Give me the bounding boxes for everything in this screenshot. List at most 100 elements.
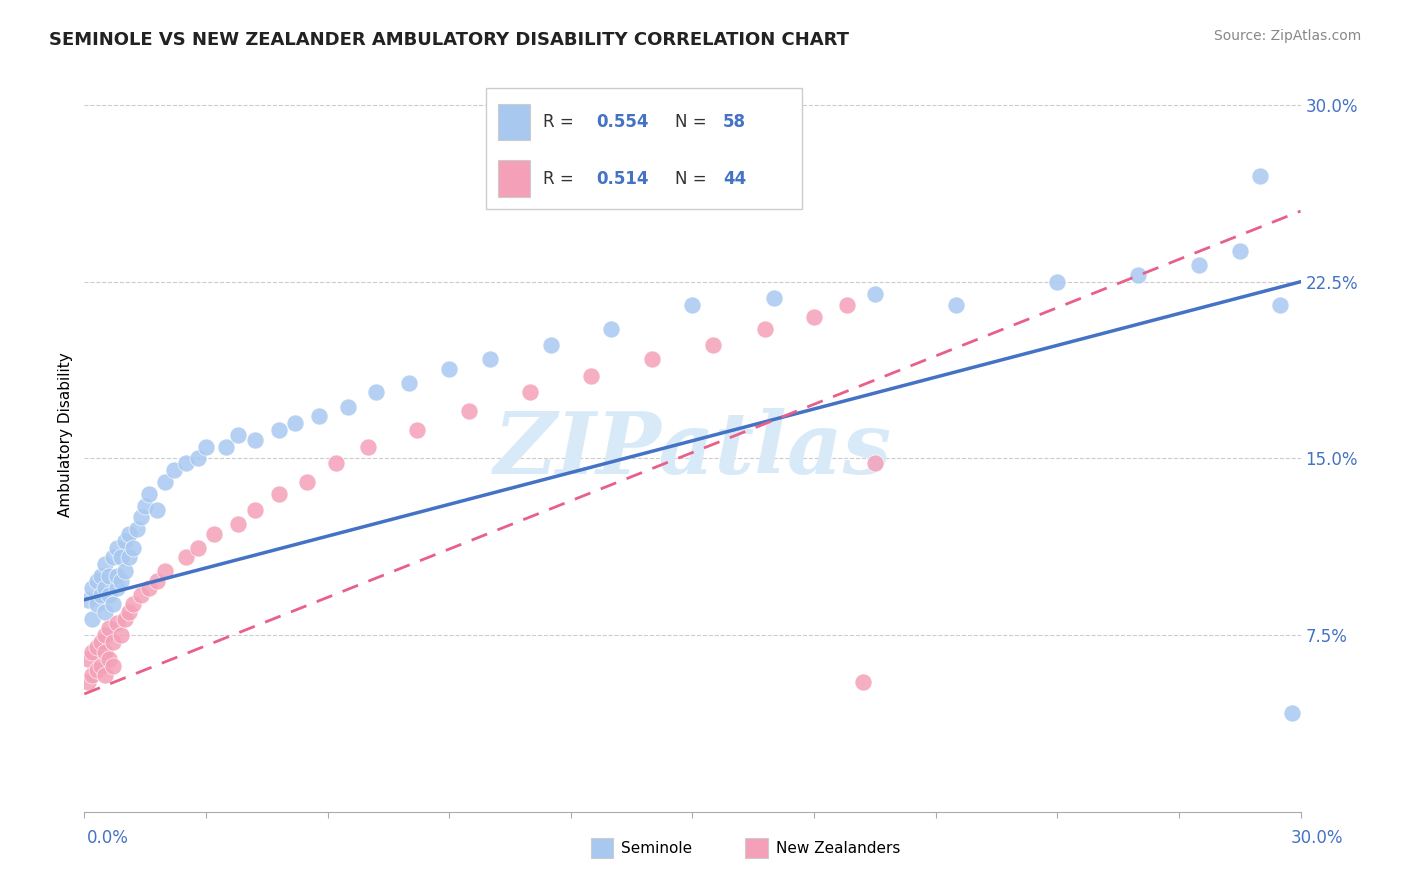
Point xyxy=(97,569,120,583)
Point xyxy=(97,621,120,635)
Point xyxy=(308,409,330,423)
Point xyxy=(945,298,967,312)
Point xyxy=(97,588,120,602)
Point xyxy=(835,298,858,312)
Point xyxy=(138,581,160,595)
Point xyxy=(155,475,177,489)
Point xyxy=(803,310,825,324)
Point xyxy=(325,456,347,470)
Point xyxy=(86,574,108,588)
Point xyxy=(118,605,141,619)
Text: ZIPatlas: ZIPatlas xyxy=(494,409,891,491)
Point xyxy=(86,598,108,612)
Point xyxy=(243,433,266,447)
Point xyxy=(852,675,875,690)
Point xyxy=(155,565,177,579)
Point xyxy=(114,533,136,548)
Point xyxy=(754,322,776,336)
Point xyxy=(600,322,623,336)
Point xyxy=(357,440,380,454)
Point xyxy=(129,510,152,524)
Point xyxy=(125,522,148,536)
Point xyxy=(82,581,104,595)
Point xyxy=(439,362,461,376)
Point xyxy=(863,286,886,301)
Point xyxy=(129,588,152,602)
Point xyxy=(243,503,266,517)
Point xyxy=(93,581,115,595)
Point xyxy=(110,550,132,565)
Point xyxy=(122,541,145,555)
Point xyxy=(105,616,128,631)
Text: 30.0%: 30.0% xyxy=(1291,829,1343,847)
Point xyxy=(187,541,209,555)
Point xyxy=(478,352,501,367)
Point xyxy=(82,644,104,658)
Point xyxy=(1128,268,1150,282)
Point xyxy=(641,352,664,367)
Point xyxy=(77,675,100,690)
Point xyxy=(336,400,359,414)
Point xyxy=(118,526,141,541)
Text: SEMINOLE VS NEW ZEALANDER AMBULATORY DISABILITY CORRELATION CHART: SEMINOLE VS NEW ZEALANDER AMBULATORY DIS… xyxy=(49,31,849,49)
Point xyxy=(682,298,704,312)
Point xyxy=(122,598,145,612)
Point xyxy=(90,635,112,649)
Point xyxy=(110,574,132,588)
Point xyxy=(702,338,724,352)
Point xyxy=(267,423,290,437)
Point xyxy=(101,550,124,565)
Point xyxy=(162,463,184,477)
Point xyxy=(1270,298,1292,312)
Point xyxy=(82,611,104,625)
Point xyxy=(1281,706,1303,720)
Point xyxy=(90,588,112,602)
Point xyxy=(110,628,132,642)
Point xyxy=(215,440,238,454)
Point xyxy=(101,635,124,649)
Point xyxy=(86,640,108,654)
Point xyxy=(105,569,128,583)
Point xyxy=(114,611,136,625)
Point xyxy=(101,598,124,612)
Point xyxy=(97,651,120,665)
Point xyxy=(405,423,427,437)
Point xyxy=(134,499,156,513)
Point xyxy=(90,658,112,673)
Point xyxy=(762,291,785,305)
Point xyxy=(93,644,115,658)
Point xyxy=(519,385,541,400)
Point xyxy=(1188,258,1211,272)
Point xyxy=(458,404,481,418)
Text: 0.0%: 0.0% xyxy=(87,829,129,847)
Point xyxy=(86,664,108,678)
Point xyxy=(194,440,218,454)
Point xyxy=(82,668,104,682)
Point xyxy=(114,565,136,579)
Point xyxy=(228,428,250,442)
Point xyxy=(93,605,115,619)
Point xyxy=(138,487,160,501)
Point xyxy=(146,574,169,588)
Point xyxy=(579,368,602,383)
Point xyxy=(90,569,112,583)
Text: New Zealanders: New Zealanders xyxy=(776,841,900,855)
Point xyxy=(398,376,420,390)
Point xyxy=(1046,275,1069,289)
Y-axis label: Ambulatory Disability: Ambulatory Disability xyxy=(58,352,73,517)
Point xyxy=(77,592,100,607)
Point xyxy=(77,651,100,665)
Point xyxy=(540,338,562,352)
Text: Seminole: Seminole xyxy=(621,841,693,855)
Point xyxy=(118,550,141,565)
Point xyxy=(93,558,115,572)
Point xyxy=(174,550,197,565)
Point xyxy=(228,517,250,532)
Point xyxy=(1229,244,1251,259)
Point xyxy=(187,451,209,466)
Point xyxy=(863,456,886,470)
Point xyxy=(297,475,319,489)
Point xyxy=(105,581,128,595)
Point xyxy=(267,487,290,501)
Point xyxy=(284,416,307,430)
